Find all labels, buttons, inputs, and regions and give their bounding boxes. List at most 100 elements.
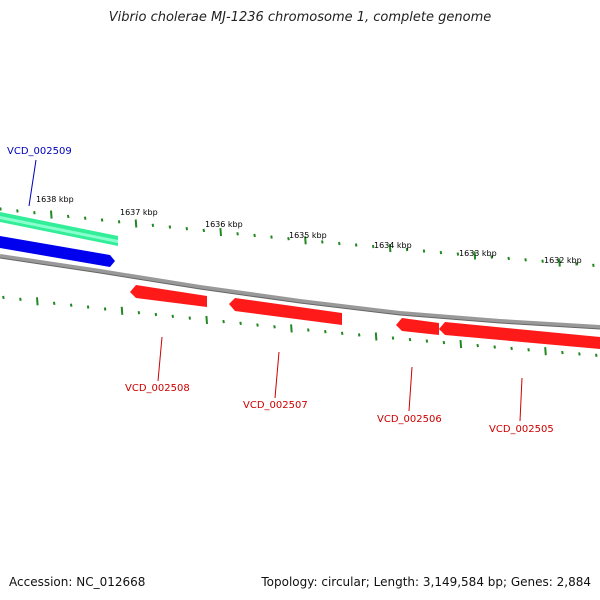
major-tick [304, 236, 307, 245]
minor-tick [527, 348, 530, 352]
gene-label: VCD_002507 [243, 400, 308, 411]
minor-tick [19, 297, 22, 301]
major-tick [120, 306, 124, 315]
minor-tick [256, 323, 259, 327]
minor-tick [0, 207, 2, 211]
minor-tick [408, 337, 412, 342]
minor-tick [188, 316, 192, 320]
upper-tick-ring [0, 207, 595, 267]
minor-tick [439, 250, 443, 255]
minor-tick [442, 340, 446, 345]
gene-leader-line [274, 351, 280, 399]
minor-tick [69, 303, 73, 307]
minor-tick [307, 328, 310, 332]
gene-label: VCD_002509 [7, 146, 72, 157]
accession-text: Accession: NC_012668 [9, 575, 146, 589]
minor-tick [321, 240, 324, 244]
gene-reverse-arrow [396, 318, 439, 335]
gene-label: VCD_002505 [489, 424, 554, 435]
minor-tick [575, 262, 578, 266]
gene-leader-line [519, 377, 523, 422]
map-title: Vibrio cholerae MJ-1236 chromosome 1, co… [108, 10, 492, 25]
major-tick [473, 251, 477, 260]
minor-tick [324, 330, 327, 334]
major-tick [50, 210, 53, 219]
minor-tick [578, 352, 581, 356]
major-tick [205, 315, 208, 324]
minor-tick [66, 214, 70, 219]
major-tick [459, 340, 463, 349]
minor-tick [354, 243, 358, 247]
minor-tick [524, 258, 527, 262]
minor-tick [490, 255, 493, 259]
minor-tick [338, 241, 341, 246]
minor-tick [171, 314, 175, 318]
major-tick [36, 297, 39, 306]
minor-tick [33, 211, 36, 215]
major-tick [544, 347, 547, 356]
minor-tick [510, 346, 513, 351]
minor-tick [422, 249, 426, 253]
minor-tick [425, 339, 429, 343]
minor-tick [236, 232, 239, 236]
minor-tick [154, 312, 158, 317]
minor-tick [561, 350, 564, 355]
major-tick [374, 332, 378, 341]
minor-tick [86, 305, 90, 309]
topology-text: Topology: circular; Length: 3,149,584 bp… [261, 575, 591, 589]
gene-leader-line [408, 366, 413, 412]
minor-tick [391, 336, 395, 340]
gene-forward-arrow [0, 236, 115, 267]
minor-tick [103, 307, 107, 311]
major-tick [134, 219, 138, 228]
minor-tick [340, 331, 344, 335]
gene-reverse-arrow [229, 298, 342, 325]
minor-tick [52, 301, 56, 305]
gene-reverse-arrow [439, 322, 600, 349]
tick-label: 1636 kbp [205, 220, 243, 229]
feature-band-highlight [0, 216, 118, 243]
major-tick [219, 228, 222, 237]
minor-tick [273, 325, 276, 329]
minor-tick [287, 237, 290, 241]
minor-tick [456, 252, 460, 256]
minor-tick [202, 228, 206, 233]
minor-tick [253, 233, 256, 238]
chromosome-backbone [0, 254, 600, 329]
gene-leader-line [157, 336, 163, 382]
minor-tick [270, 235, 273, 239]
tick-label: 1637 kbp [120, 208, 158, 217]
lower-tick-ring [2, 295, 598, 357]
minor-tick [185, 227, 189, 231]
minor-tick [592, 263, 595, 267]
gene-reverse-arrow [130, 285, 207, 307]
major-tick [290, 324, 293, 333]
tick-label: 1638 kbp [36, 195, 74, 204]
minor-tick [595, 353, 598, 357]
tick-label: 1635 kbp [289, 231, 327, 240]
tick-label: 1634 kbp [374, 241, 412, 250]
minor-tick [2, 295, 5, 300]
minor-tick [16, 209, 19, 213]
minor-tick [541, 259, 544, 263]
minor-tick [371, 244, 375, 249]
minor-tick [405, 247, 409, 252]
gene-leader-line [28, 159, 37, 207]
gene-label: VCD_002508 [125, 383, 190, 394]
minor-tick [83, 216, 87, 220]
minor-tick [168, 225, 172, 229]
major-tick [558, 258, 561, 267]
chromosome-backbone-shadow [0, 257, 600, 330]
minor-tick [476, 343, 479, 348]
tick-label: 1633 kbp [459, 249, 497, 258]
minor-tick [117, 220, 121, 224]
minor-tick [100, 218, 104, 222]
minor-tick [222, 319, 225, 324]
tick-label: 1632 kbp [544, 256, 582, 265]
minor-tick [507, 256, 510, 261]
gene-label: VCD_002506 [377, 414, 442, 425]
minor-tick [137, 311, 141, 315]
minor-tick [493, 345, 496, 349]
minor-tick [357, 333, 361, 337]
